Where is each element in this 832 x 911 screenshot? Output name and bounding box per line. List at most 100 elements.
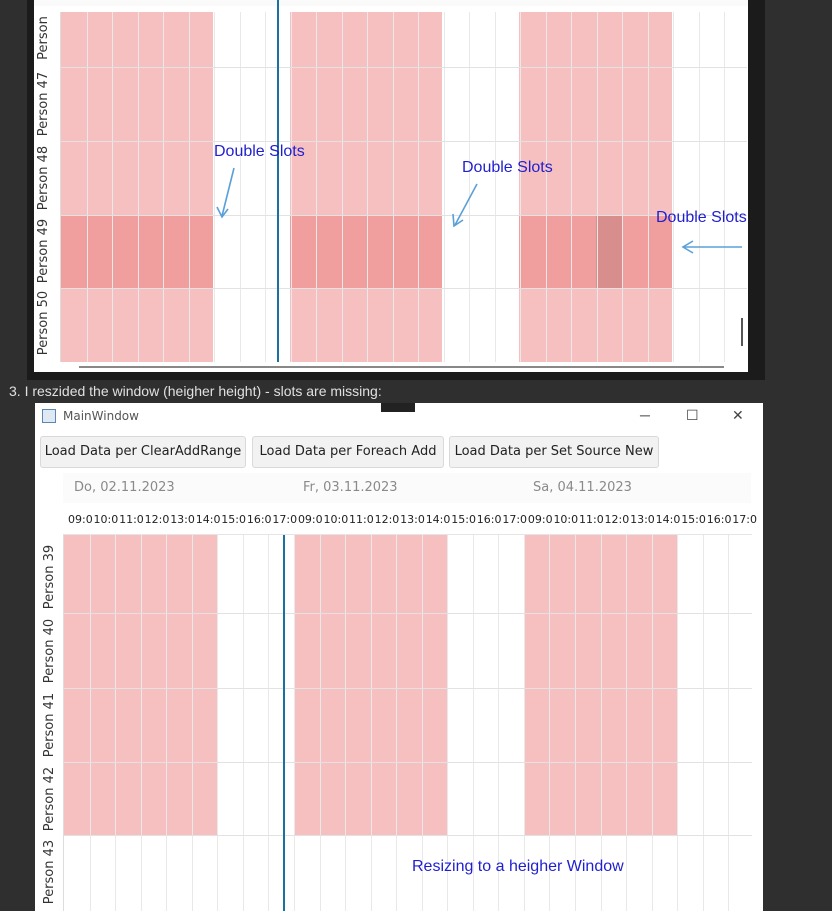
grid-line — [520, 12, 521, 362]
drag-handle[interactable] — [381, 403, 415, 412]
grid-line — [163, 12, 164, 362]
hour-tick-label: 16:0 — [476, 513, 502, 526]
grid-line — [341, 12, 343, 362]
hour-tick-label: 15:0 — [221, 513, 246, 526]
hour-tick-label: 09:0 — [68, 513, 93, 526]
hour-tick-label: 10:0 — [323, 513, 349, 526]
top-horizontal-scrollbar[interactable] — [79, 366, 724, 368]
grid-line — [89, 535, 91, 911]
top-slot-double-day3[interactable] — [519, 215, 672, 288]
top-annotation-double-slots: Double Slots — [214, 143, 305, 160]
grid-line — [698, 12, 700, 362]
hour-tick-label: 14:0 — [655, 513, 681, 526]
hour-tick-label: 12:0 — [144, 513, 170, 526]
top-scheduler-grid: Person Person 47 Person 48 Person 49 Per… — [34, 0, 748, 372]
grid-line — [421, 535, 423, 911]
grid-line — [191, 535, 193, 911]
grid-line — [447, 535, 449, 911]
grid-line — [443, 12, 445, 362]
grid-line — [469, 12, 470, 362]
hour-tick-label: 12:0 — [604, 513, 630, 526]
grid-line — [293, 535, 295, 911]
grid-line — [140, 535, 142, 911]
top-slot-day2[interactable] — [290, 12, 442, 362]
top-slot-double-day2[interactable] — [290, 215, 442, 288]
top-current-time-line — [277, 0, 279, 362]
current-time-line — [283, 535, 285, 911]
grid-line — [571, 12, 572, 362]
grid-line — [622, 12, 623, 362]
hour-tick-label: 13:0 — [170, 513, 195, 526]
top-grid-area — [60, 0, 747, 362]
hour-tick-label: 09:0 — [527, 513, 553, 526]
grid-line — [498, 535, 500, 911]
grid-line — [345, 535, 347, 911]
title-bar[interactable]: MainWindow ─ ☐ ✕ — [35, 403, 763, 431]
hour-tick-label: 16:0 — [706, 513, 732, 526]
top-screenshot-frame: Person Person 47 Person 48 Person 49 Per… — [27, 0, 765, 380]
hour-tick-label: 17:0 — [502, 513, 528, 526]
grid-line — [214, 12, 215, 362]
top-slot-day3[interactable] — [519, 12, 672, 362]
day-header: Do, 02.11.2023 — [74, 480, 175, 495]
grid-line — [396, 535, 398, 911]
top-annotation-double-slots: Double Slots — [656, 209, 747, 226]
maximize-button[interactable]: ☐ — [686, 407, 699, 423]
side-sliver-right — [765, 403, 832, 911]
slot-day1[interactable] — [64, 535, 217, 835]
day-header: Sa, 04.11.2023 — [533, 480, 632, 495]
window-title: MainWindow — [63, 409, 139, 423]
grid-line — [367, 12, 368, 362]
top-annotation-double-slots: Double Slots — [462, 159, 553, 176]
grid-line — [265, 12, 266, 362]
grid-line — [494, 12, 496, 362]
app-icon — [42, 409, 56, 423]
grid-line — [370, 535, 372, 911]
top-vertical-scrollbar[interactable] — [741, 318, 743, 346]
grid-line — [242, 535, 244, 911]
grid-line — [268, 535, 270, 911]
side-sliver-left — [0, 403, 33, 911]
close-button[interactable]: ✕ — [732, 407, 744, 423]
grid-line — [290, 12, 292, 362]
hour-tick-label: 14:0 — [425, 513, 451, 526]
grid-line — [472, 535, 474, 911]
grid-line — [673, 12, 674, 362]
hour-tick-label: 16:0 — [246, 513, 272, 526]
minimize-button[interactable]: ─ — [640, 407, 650, 423]
hour-tick-label: 11:0 — [579, 513, 604, 526]
grid-line — [600, 535, 602, 911]
hour-tick-label: 11:0 — [349, 513, 374, 526]
hour-tick-label: 14:0 — [195, 513, 221, 526]
day-header: Fr, 03.11.2023 — [303, 480, 398, 495]
grid-line — [86, 12, 88, 362]
hour-tick-label: 13:0 — [400, 513, 425, 526]
top-slot-day1[interactable] — [61, 12, 213, 362]
grid-line — [115, 535, 117, 911]
top-slot-double-day1[interactable] — [61, 215, 213, 288]
grid-line — [188, 12, 190, 362]
grid-line — [392, 12, 394, 362]
grid-line — [545, 12, 547, 362]
grid-line — [319, 535, 321, 911]
top-slot-overlap — [596, 215, 622, 288]
grid-line — [651, 535, 653, 911]
day-header-strip — [63, 473, 751, 503]
grid-line — [418, 12, 419, 362]
load-foreach-add-button[interactable]: Load Data per Foreach Add — [252, 436, 444, 468]
grid-line — [702, 535, 704, 911]
grid-line — [728, 535, 730, 911]
grid-line — [677, 535, 679, 911]
grid-line — [239, 12, 241, 362]
load-set-source-new-button[interactable]: Load Data per Set Source New — [449, 436, 659, 468]
hour-tick-label: 11:0 — [119, 513, 144, 526]
grid-line — [137, 12, 139, 362]
grid-line — [166, 535, 168, 911]
hour-tick-label: 17:0 — [272, 513, 298, 526]
resize-annotation: Resizing to a heigher Window — [412, 858, 624, 875]
grid-line — [724, 12, 725, 362]
load-clear-add-range-button[interactable]: Load Data per ClearAddRange — [40, 436, 246, 468]
grid-line — [575, 535, 576, 911]
grid-line — [523, 535, 525, 911]
grid-line — [596, 12, 598, 362]
